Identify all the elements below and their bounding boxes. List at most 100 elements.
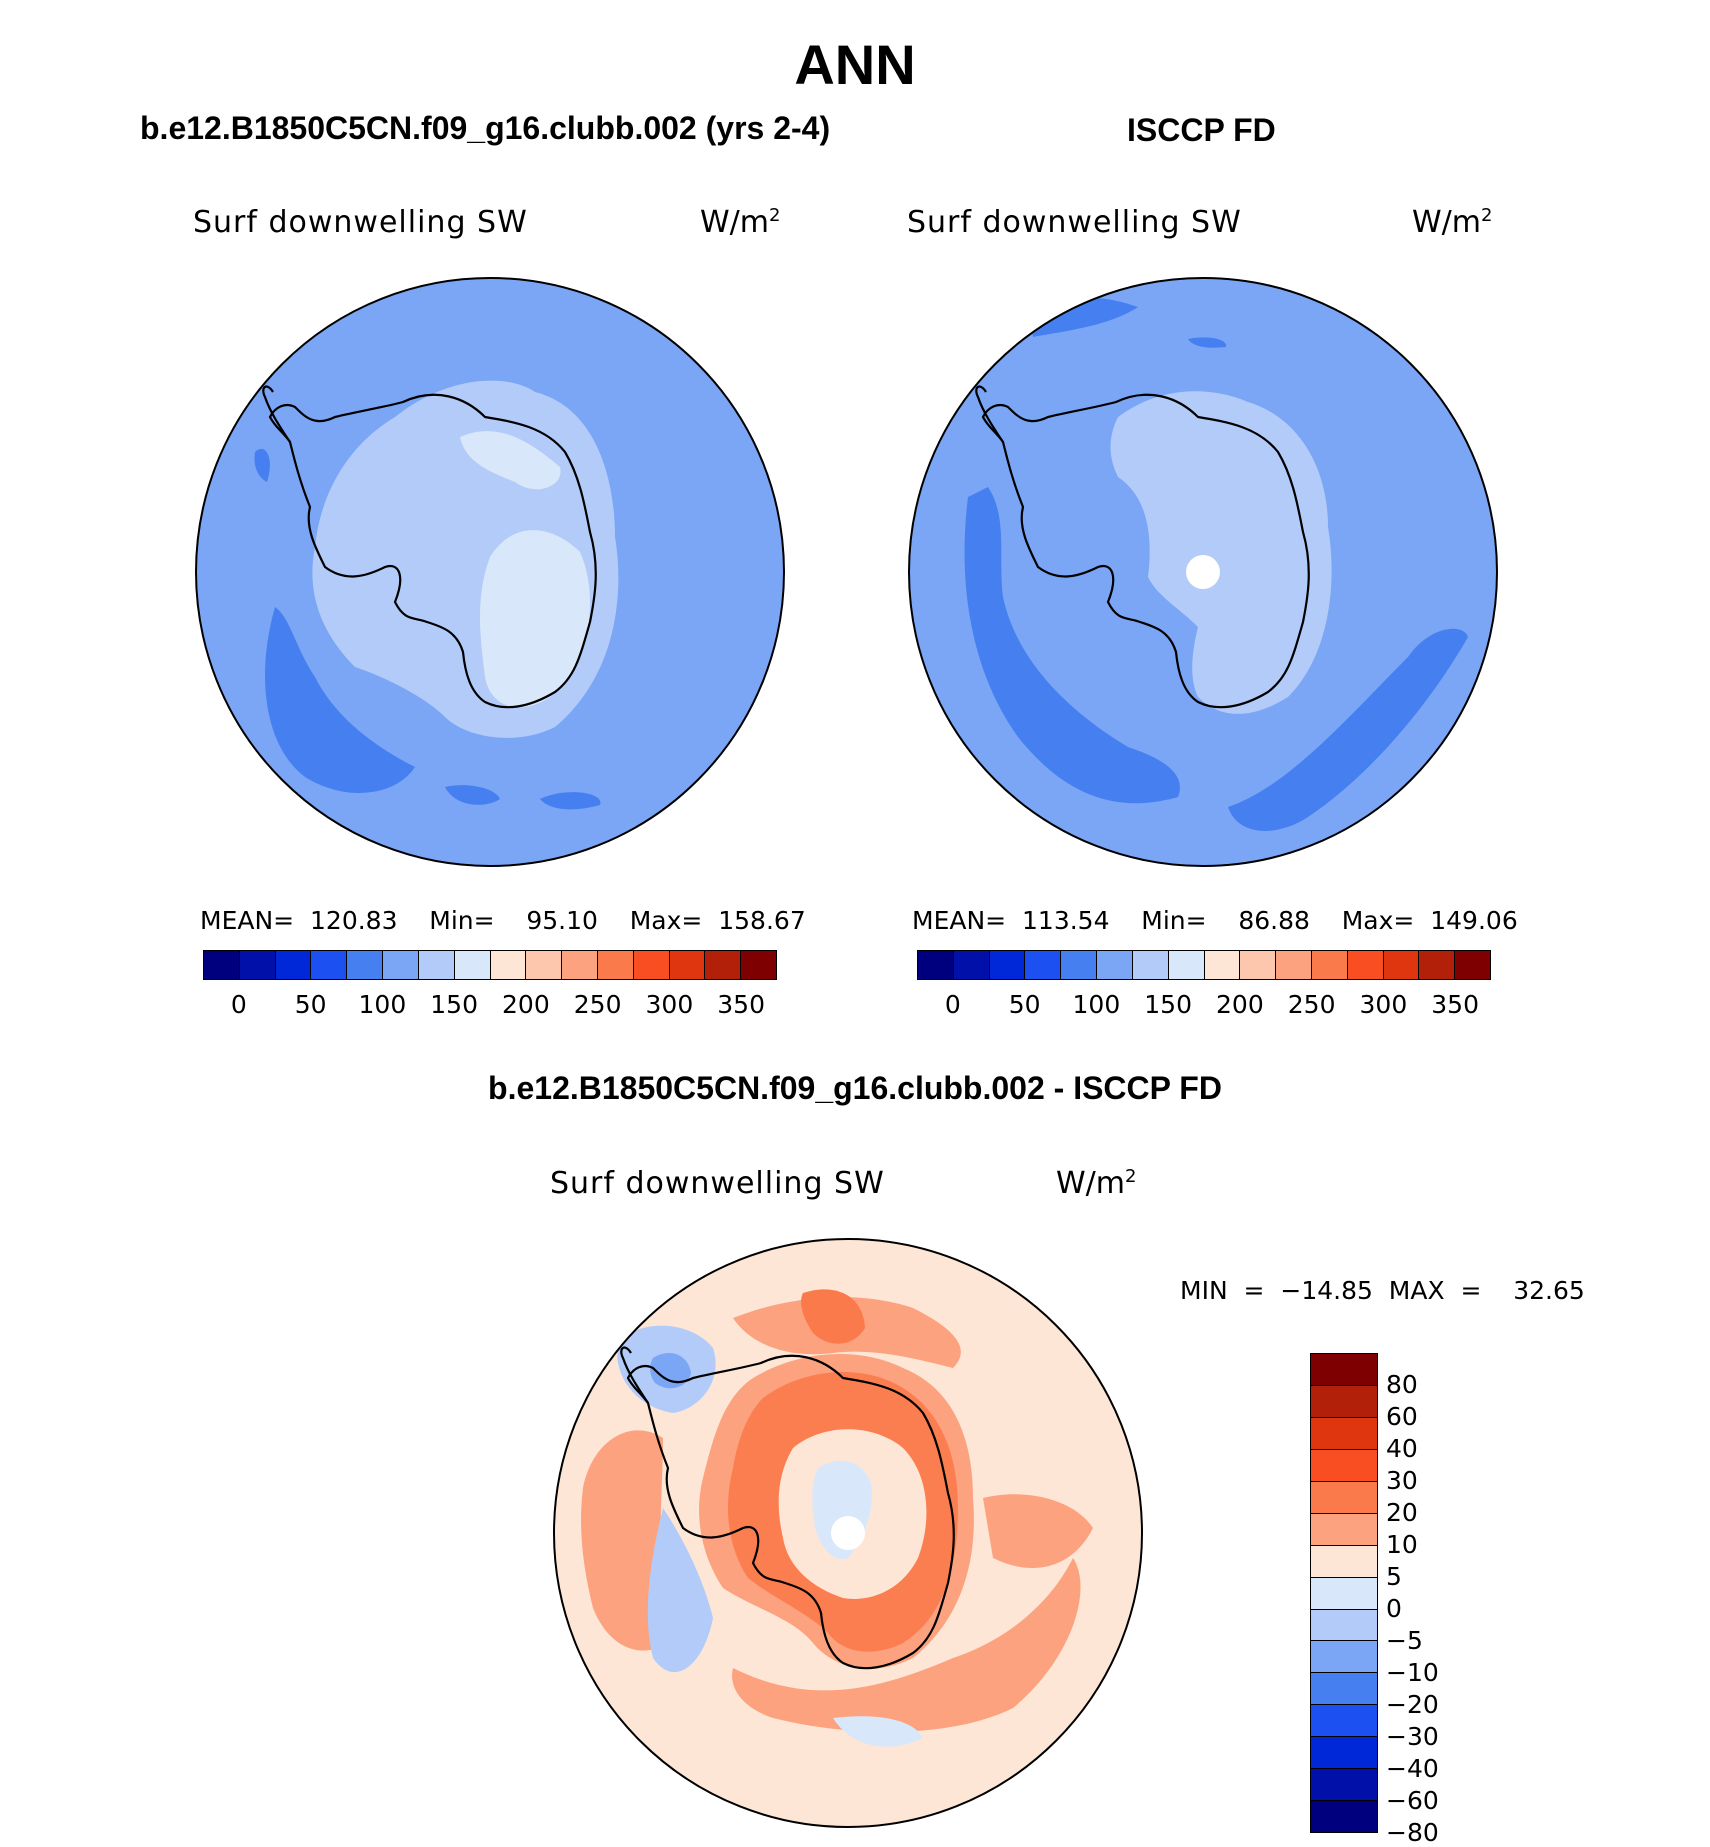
colorbar-swatch (1347, 951, 1384, 979)
colorbar-swatch (1311, 1577, 1377, 1610)
colorbar-swatch (1311, 1801, 1377, 1833)
colorbar-tick-label: 200 (1216, 990, 1264, 1019)
colorbar-tick-label: −60 (1386, 1786, 1439, 1815)
season-title: ANN (794, 33, 916, 96)
model-low-patch-south2 (540, 792, 601, 810)
model-map-border (195, 277, 785, 867)
colorbar-swatch (1168, 951, 1205, 979)
colorbar-tick-label: 150 (430, 990, 478, 1019)
colorbar-swatch (669, 951, 706, 979)
colorbar-swatch (1311, 1641, 1377, 1674)
colorbar-tick-label: 350 (1431, 990, 1479, 1019)
model-low-patch-west (254, 448, 270, 482)
colorbar-swatch (418, 951, 455, 979)
diff-antarctic-coast (626, 1354, 955, 1670)
colorbar-tick-label: 250 (573, 990, 622, 1019)
model-variable-label: Surf downwelling SW (193, 205, 528, 240)
diff-peninsula (620, 1346, 649, 1404)
colorbar-swatch (1240, 951, 1277, 979)
colorbar-tick-label: 350 (717, 990, 765, 1019)
obs-low-patch-n2 (1188, 337, 1227, 348)
obs-shelf (1110, 391, 1332, 714)
diff-neg-south (833, 1716, 923, 1747)
diff-case-title: b.e12.B1850C5CN.f09_g16.clubb.002 - ISCC… (488, 1070, 1222, 1106)
colorbar-swatch (526, 951, 563, 979)
colorbar-swatch (1311, 1417, 1377, 1450)
diff-colorbar (1310, 1353, 1378, 1833)
diff-map (553, 1238, 1143, 1828)
model-map (195, 277, 785, 867)
obs-map-border (908, 277, 1498, 867)
colorbar-swatch (1383, 951, 1420, 979)
colorbar-tick-label: 5 (1386, 1562, 1402, 1591)
colorbar-tick-label: 10 (1386, 1530, 1418, 1559)
colorbar-tick-label: 50 (1008, 990, 1041, 1019)
colorbar-swatch (383, 951, 419, 979)
colorbar-swatch (1311, 1609, 1377, 1642)
colorbar-tick-label: 50 (294, 990, 327, 1019)
colorbar-tick-label: −30 (1386, 1722, 1439, 1751)
colorbar-swatch (1419, 951, 1456, 979)
colorbar-tick-label: 20 (1386, 1498, 1418, 1527)
model-low-band-west (265, 607, 415, 794)
obs-low-band-west (964, 487, 1180, 804)
colorbar-tick-label: −5 (1386, 1626, 1423, 1655)
diff-pos30-north (801, 1289, 865, 1344)
colorbar-swatch (1276, 951, 1312, 979)
colorbar-swatch (1311, 1545, 1377, 1578)
obs-colorbar (917, 950, 1491, 980)
colorbar-tick-label: 250 (1287, 990, 1336, 1019)
colorbar-swatch (1061, 951, 1098, 979)
colorbar-tick-label: −20 (1386, 1690, 1439, 1719)
diff-stats: MIN = −14.85 MAX = 32.65 (1180, 1276, 1585, 1305)
colorbar-swatch (989, 951, 1026, 979)
obs-case-title: ISCCP FD (1127, 112, 1276, 148)
model-low-patch-south (445, 785, 500, 805)
colorbar-swatch (1097, 951, 1133, 979)
colorbar-swatch (275, 951, 312, 979)
colorbar-tick-label: 200 (502, 990, 550, 1019)
colorbar-tick-label: −10 (1386, 1658, 1439, 1687)
colorbar-swatch (597, 951, 634, 979)
colorbar-swatch (741, 951, 776, 979)
colorbar-tick-label: 80 (1386, 1370, 1418, 1399)
diff-units-label: W/m2 (1056, 1166, 1137, 1201)
colorbar-swatch (239, 951, 276, 979)
colorbar-tick-label: 300 (1359, 990, 1408, 1019)
colorbar-swatch (1132, 951, 1169, 979)
model-units-label: W/m2 (700, 205, 781, 240)
obs-map (908, 277, 1498, 867)
model-high-east (480, 530, 590, 708)
colorbar-swatch (1311, 1481, 1377, 1514)
colorbar-swatch (953, 951, 990, 979)
colorbar-swatch (1311, 1354, 1377, 1386)
colorbar-swatch (705, 951, 742, 979)
colorbar-swatch (311, 951, 348, 979)
colorbar-swatch (347, 951, 384, 979)
colorbar-swatch (1311, 1385, 1377, 1418)
colorbar-swatch (1311, 951, 1348, 979)
colorbar-tick-label: 0 (944, 990, 961, 1019)
colorbar-swatch (918, 951, 954, 979)
colorbar-tick-label: 0 (230, 990, 247, 1019)
colorbar-tick-label: 0 (1386, 1594, 1402, 1623)
colorbar-swatch (1204, 951, 1241, 979)
colorbar-tick-label: 150 (1144, 990, 1192, 1019)
model-case-title: b.e12.B1850C5CN.f09_g16.clubb.002 (yrs 2… (140, 110, 831, 146)
obs-units-label: W/m2 (1412, 205, 1493, 240)
colorbar-swatch (633, 951, 670, 979)
colorbar-tick-label: 40 (1386, 1434, 1418, 1463)
obs-stats: MEAN= 113.54 Min= 86.88 Max= 149.06 (912, 906, 1518, 935)
diff-neg10-west (650, 1353, 691, 1389)
model-peninsula (262, 385, 291, 443)
colorbar-swatch (1025, 951, 1062, 979)
colorbar-swatch (1455, 951, 1490, 979)
colorbar-tick-label: −80 (1386, 1818, 1439, 1847)
obs-variable-label: Surf downwelling SW (907, 205, 1242, 240)
colorbar-tick-label: 60 (1386, 1402, 1418, 1431)
obs-pole-hole (1186, 555, 1220, 589)
colorbar-swatch (1311, 1769, 1377, 1802)
diff-pos10-south (732, 1558, 1081, 1732)
colorbar-tick-label: 100 (358, 990, 407, 1019)
diff-neg-band (647, 1508, 713, 1673)
